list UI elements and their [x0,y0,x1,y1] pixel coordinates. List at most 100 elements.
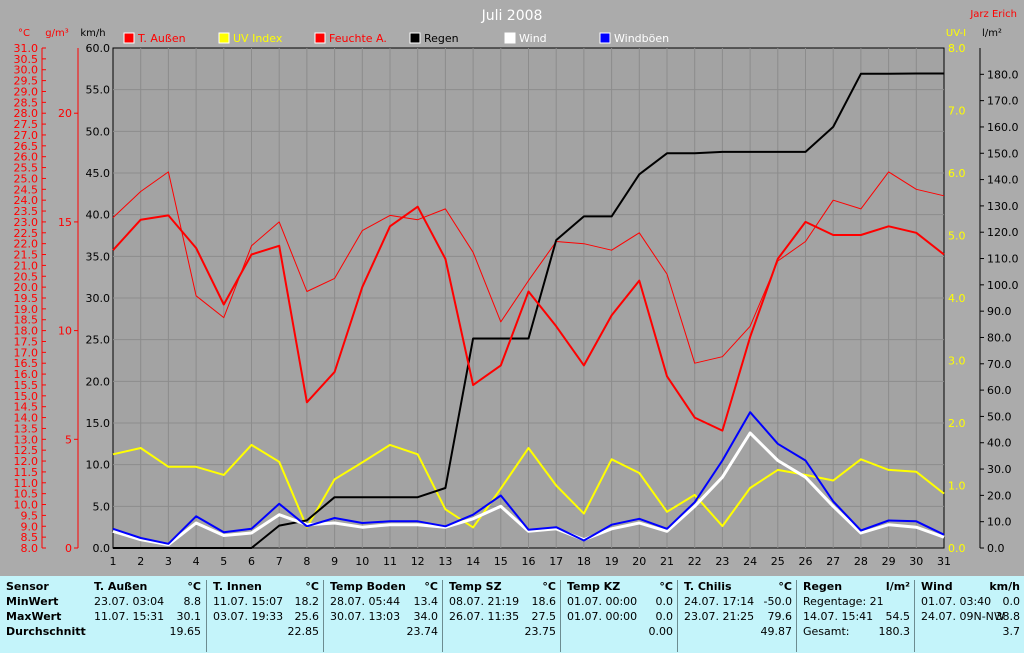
uv-axis-tick-label: 6.0 [948,167,966,180]
x-tick-label: 28 [854,555,868,568]
uv-axis-tick-label: 5.0 [948,230,966,243]
temp-axis-tick-label: 13.5 [14,422,39,435]
legend-label: Windböen [614,32,669,45]
chart-author: Jarz Erich [969,9,1017,20]
stats-column-temp-sz: Temp SZ °C 08.07. 21:19 18.6 26.07. 11:35 27.… [442,580,561,652]
stats-column-t-innen: T. Innen °C 11.07. 15:07 18.2 03.07. 19:33 25… [206,580,324,652]
temp-axis-tick-label: 18.5 [14,314,39,327]
temp-axis-tick-label: 29.5 [14,75,39,88]
rain-axis-tick-label: 20.0 [987,489,1012,502]
humidity-axis-tick-label: 20 [58,107,72,120]
stats-min-value: 0.0 [1002,595,1021,608]
rain-axis-tick-label: 0.0 [987,542,1005,555]
rain-axis-tick-label: 30.0 [987,463,1012,476]
stats-column-title: T. Außen [94,580,148,593]
stats-min-value: 18.2 [294,595,320,608]
humidity-axis-tick-label: 15 [58,216,72,229]
temp-axis-tick-label: 27.5 [14,118,39,131]
x-tick-label: 26 [799,555,813,568]
stats-column-temp-kz: Temp KZ °C 01.07. 00:00 0.0 01.07. 00:00 0.0 0… [560,580,678,652]
temp-axis-tick-label: 21.0 [14,259,39,272]
stats-min-time: 11.07. 15:07 [213,595,284,608]
legend-label: Regen [424,32,459,45]
temp-axis-tick-label: 22.5 [14,227,39,240]
stats-max-time: 23.07. 21:25 [684,610,755,623]
rain-axis-tick-label: 180.0 [987,68,1019,81]
wind-axis-tick-label: 20.0 [86,375,111,388]
uv-axis-tick-label: 1.0 [948,480,966,493]
stats-column-unit: °C [424,580,438,593]
legend-label: UV Index [233,32,283,45]
stats-min-value: 8.8 [183,595,202,608]
stats-column-regen: Regen l/m² Regentage: 21 14.07. 15:41 54.5 Ge… [796,580,915,652]
humidity-axis-tick-label: 0 [65,542,72,555]
stats-column-unit: °C [778,580,792,593]
legend-swatch [314,32,326,44]
x-tick-label: 6 [248,555,255,568]
series-line-uv-index [112,443,945,529]
temp-axis-tick-label: 18.0 [14,325,39,338]
stats-column-title: T. Innen [213,580,262,593]
temp-axis-tick-label: 19.5 [14,292,39,305]
legend-swatch [218,32,230,44]
legend-swatch [123,32,135,44]
stats-column-unit: km/h [989,580,1020,593]
temp-axis-tick-label: 28.5 [14,96,39,109]
rain-axis-unit: l/m² [982,28,1002,39]
stats-max-value: 30.1 [176,610,202,623]
statistics-table: Sensor MinWert MaxWert Durchschnitt T. A… [0,576,1024,653]
rain-axis-tick-label: 90.0 [987,305,1012,318]
series-line-regen [113,72,944,549]
rain-axis-tick-label: 50.0 [987,410,1012,423]
stats-avg-value: 3.7 [1002,625,1021,638]
x-tick-label: 31 [937,555,951,568]
temp-axis-tick-label: 10.5 [14,488,39,501]
x-tick-label: 22 [688,555,702,568]
rain-axis-tick-label: 60.0 [987,384,1012,397]
temp-axis-tick-label: 17.0 [14,346,39,359]
stats-column-title: Temp KZ [567,580,621,593]
stats-max-time: 11.07. 15:31 [94,610,165,623]
chart-title: Juli 2008 [481,8,543,24]
x-tick-label: 16 [522,555,536,568]
axes: 1 2 3 4 5 6 7 8 9 10 11 12 13 14 15 16 17 18 19 20 21 22 23 24 2… [14,28,1019,568]
wind-axis-tick-label: 0.0 [93,542,111,555]
humidity-axis-tick-label: 10 [58,325,72,338]
x-tick-label: 3 [165,555,172,568]
weather-chart: Juli 2008 Jarz Erich 1 2 3 4 5 6 7 8 9 10 11 12 13 14… [14,8,1019,568]
stats-column-wind: Wind km/h 01.07. 03:40 0.0 24.07. 09N-NW 38.8… [914,580,1024,652]
rain-axis-tick-label: 80.0 [987,331,1012,344]
temp-axis-tick-label: 9.0 [21,520,39,533]
rain-axis-tick-label: 140.0 [987,174,1019,187]
series-lines [112,72,945,549]
x-tick-label: 15 [494,555,508,568]
temp-axis-tick-label: 21.5 [14,249,39,262]
stats-min-time: 28.07. 05:44 [330,595,401,608]
temp-axis-tick-label: 25.5 [14,162,39,175]
stats-max-value: 27.5 [531,610,557,623]
temp-axis-tick-label: 30.0 [14,64,39,77]
rain-axis-tick-label: 70.0 [987,358,1012,371]
stats-avg-value: 49.87 [760,625,793,638]
x-tick-label: 24 [743,555,757,568]
stats-max-time: 30.07. 13:03 [330,610,401,623]
legend-swatch [409,32,421,44]
temp-axis-tick-label: 24.0 [14,194,39,207]
temp-axis-tick-label: 15.0 [14,390,39,403]
stats-max-value: 34.0 [413,610,439,623]
temp-axis-tick-label: 9.5 [21,509,39,522]
rain-axis-tick-label: 150.0 [987,147,1019,160]
wind-axis-tick-label: 5.0 [93,500,111,513]
legend-swatch [599,32,611,44]
x-tick-label: 23 [715,555,729,568]
x-tick-label: 5 [220,555,227,568]
stats-max-value: 79.6 [767,610,793,623]
grid-lines [113,48,944,548]
x-tick-label: 21 [660,555,674,568]
stats-column-unit: °C [542,580,556,593]
stats-min-value: 0.0 [655,595,674,608]
stats-column-unit: °C [187,580,201,593]
stats-column-unit: °C [305,580,319,593]
stats-max-value: 38.8 [995,610,1021,623]
stats-max-time: 03.07. 19:33 [213,610,284,623]
